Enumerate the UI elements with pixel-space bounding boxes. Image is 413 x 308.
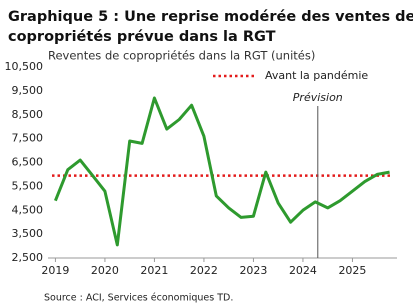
source: Source : ACI, Services économiques TD. (44, 293, 233, 304)
forecast-label: Prévision (293, 91, 343, 104)
x-tick-label: 2025 (338, 264, 366, 277)
y-tick-label: 10,500 (5, 60, 44, 73)
x-tick-label: 2019 (41, 264, 69, 277)
y-tick-label: 8,500 (12, 108, 44, 121)
x-tick-label: 2024 (289, 264, 317, 277)
legend-label: Avant la pandémie (265, 69, 368, 82)
chart-subtitle: Reventes de copropriétés dans la RGT (un… (48, 49, 315, 63)
chart-title: copropriétés prévue dans la RGT (8, 29, 276, 45)
data-line (54, 96, 390, 247)
x-tick-label: 2022 (190, 264, 218, 277)
y-tick-label: 5,500 (12, 179, 44, 192)
y-tick-label: 9,500 (12, 84, 44, 97)
y-tick-label: 6,500 (12, 156, 44, 169)
y-tick-label: 3,500 (12, 227, 44, 240)
x-tick-label: 2020 (91, 264, 119, 277)
chart-title: Graphique 5 : Une reprise modérée des ve… (8, 9, 413, 25)
x-tick-label: 2023 (239, 264, 267, 277)
y-tick-label: 2,500 (12, 251, 44, 264)
y-tick-label: 4,500 (12, 203, 44, 216)
x-tick-label: 2021 (140, 264, 168, 277)
y-tick-label: 7,500 (12, 132, 44, 145)
